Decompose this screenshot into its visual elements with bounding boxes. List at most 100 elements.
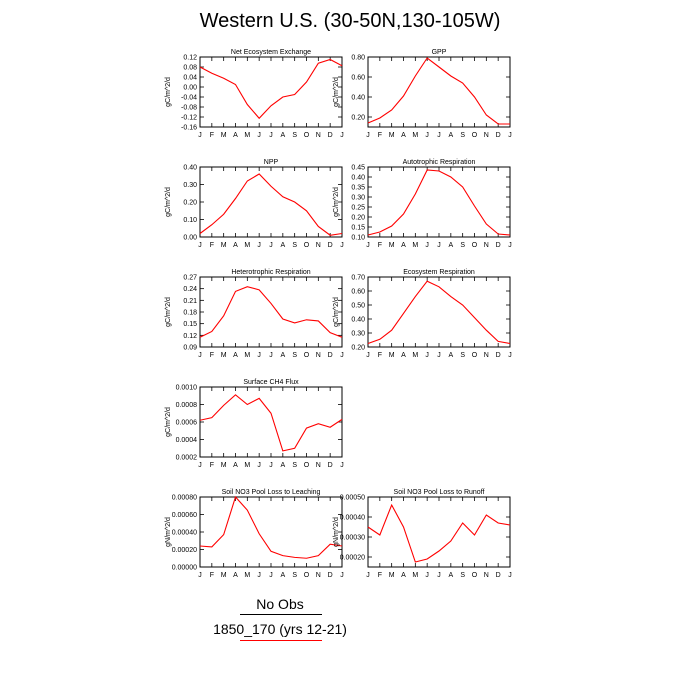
- x-tick-label: M: [244, 572, 250, 579]
- x-tick-label: J: [366, 352, 370, 359]
- y-axis-label: gC/m^2/d: [333, 77, 340, 107]
- y-tick-label: 0.30: [351, 331, 365, 338]
- x-tick-label: J: [366, 572, 370, 579]
- y-tick-label: -0.16: [181, 125, 197, 132]
- y-tick-label: 0.27: [183, 275, 197, 282]
- x-tick-label: S: [292, 462, 297, 469]
- y-axis-label: gC/m^2/d: [165, 77, 172, 107]
- y-tick-label: 0.0006: [176, 420, 198, 427]
- x-tick-label: J: [437, 572, 441, 579]
- x-tick-label: M: [244, 242, 250, 249]
- x-tick-label: A: [280, 132, 285, 139]
- y-tick-label: 0.40: [351, 95, 365, 102]
- y-tick-label: 0.0008: [176, 402, 198, 409]
- x-tick-label: M: [389, 242, 395, 249]
- x-tick-label: M: [244, 462, 250, 469]
- y-tick-label: 0.80: [351, 55, 365, 62]
- x-tick-label: J: [198, 352, 202, 359]
- x-tick-label: J: [257, 132, 261, 139]
- plot-frame: [199, 56, 343, 128]
- y-tick-label: 0.40: [351, 175, 365, 182]
- x-tick-label: A: [233, 462, 238, 469]
- x-tick-label: J: [257, 242, 261, 249]
- x-tick-label: J: [269, 572, 273, 579]
- x-tick-label: A: [233, 352, 238, 359]
- y-tick-label: 0.0010: [176, 385, 198, 392]
- x-tick-label: M: [221, 352, 227, 359]
- x-tick-label: A: [280, 242, 285, 249]
- y-tick-label: 0.0002: [176, 455, 198, 462]
- panel-title: Soil NO3 Pool Loss to Runoff: [394, 489, 485, 496]
- y-tick-label: 0.18: [183, 310, 197, 317]
- x-tick-label: J: [269, 242, 273, 249]
- x-tick-label: J: [257, 462, 261, 469]
- x-tick-label: F: [210, 242, 214, 249]
- x-tick-label: M: [244, 352, 250, 359]
- x-tick-label: F: [378, 132, 382, 139]
- x-tick-label: J: [425, 572, 429, 579]
- x-tick-label: S: [292, 132, 297, 139]
- x-tick-label: N: [316, 352, 321, 359]
- x-tick-label: O: [304, 462, 310, 469]
- x-tick-label: M: [221, 462, 227, 469]
- x-tick-label: J: [198, 242, 202, 249]
- y-tick-label: 0.00050: [340, 495, 365, 502]
- x-tick-label: A: [448, 572, 453, 579]
- chart-panel: Net Ecosystem Exchange gC/m^2/d -0.16 -0.12…: [165, 49, 344, 139]
- x-tick-label: J: [340, 352, 344, 359]
- x-tick-label: D: [328, 352, 333, 359]
- x-tick-label: M: [412, 352, 418, 359]
- x-tick-label: J: [340, 462, 344, 469]
- y-tick-label: 0.00: [183, 85, 197, 92]
- x-tick-label: J: [437, 242, 441, 249]
- series-line: [367, 280, 511, 345]
- panel-title: Heterotrophic Respiration: [231, 269, 310, 276]
- x-tick-label: D: [328, 572, 333, 579]
- y-tick-label: 0.30: [183, 182, 197, 189]
- panel-title: Soil NO3 Pool Loss to Leaching: [222, 489, 321, 496]
- x-tick-label: D: [328, 462, 333, 469]
- x-tick-label: M: [389, 132, 395, 139]
- y-axis-label: gC/m^2/d: [333, 187, 340, 217]
- y-tick-label: 0.24: [183, 286, 197, 293]
- y-tick-label: -0.12: [181, 115, 197, 122]
- x-tick-label: J: [257, 572, 261, 579]
- y-axis-label: gN/m^2/d: [333, 517, 340, 547]
- x-tick-label: F: [210, 462, 214, 469]
- x-tick-label: N: [316, 572, 321, 579]
- x-tick-label: J: [198, 132, 202, 139]
- x-tick-label: A: [448, 242, 453, 249]
- y-tick-label: 0.09: [183, 345, 197, 352]
- x-tick-label: J: [340, 572, 344, 579]
- y-tick-label: 0.60: [351, 289, 365, 296]
- x-tick-label: D: [496, 132, 501, 139]
- x-tick-label: O: [304, 572, 310, 579]
- y-tick-label: 0.00000: [172, 565, 197, 572]
- y-tick-label: 0.35: [351, 185, 365, 192]
- panel-title: Ecosystem Respiration: [403, 269, 475, 276]
- y-tick-label: -0.08: [181, 105, 197, 112]
- series-line: [199, 495, 343, 559]
- y-axis-label: gC/m^2/d: [165, 297, 172, 327]
- x-tick-label: M: [389, 352, 395, 359]
- x-tick-label: F: [210, 132, 214, 139]
- x-tick-label: J: [366, 242, 370, 249]
- series-line: [199, 286, 343, 338]
- x-tick-label: D: [496, 352, 501, 359]
- x-tick-label: M: [244, 132, 250, 139]
- x-tick-label: F: [378, 352, 382, 359]
- series-line: [199, 173, 343, 236]
- x-tick-label: N: [316, 462, 321, 469]
- x-tick-label: J: [437, 132, 441, 139]
- x-tick-label: M: [412, 242, 418, 249]
- y-tick-label: 0.60: [351, 75, 365, 82]
- x-tick-label: J: [508, 132, 512, 139]
- legend-obs-line: [240, 614, 322, 615]
- y-tick-label: 0.21: [183, 298, 197, 305]
- x-tick-label: F: [378, 242, 382, 249]
- y-tick-label: 0.00: [183, 235, 197, 242]
- y-tick-label: 0.00080: [172, 495, 197, 502]
- x-tick-label: F: [378, 572, 382, 579]
- y-tick-label: 0.20: [351, 115, 365, 122]
- y-axis-label: gC/m^2/d: [165, 407, 172, 437]
